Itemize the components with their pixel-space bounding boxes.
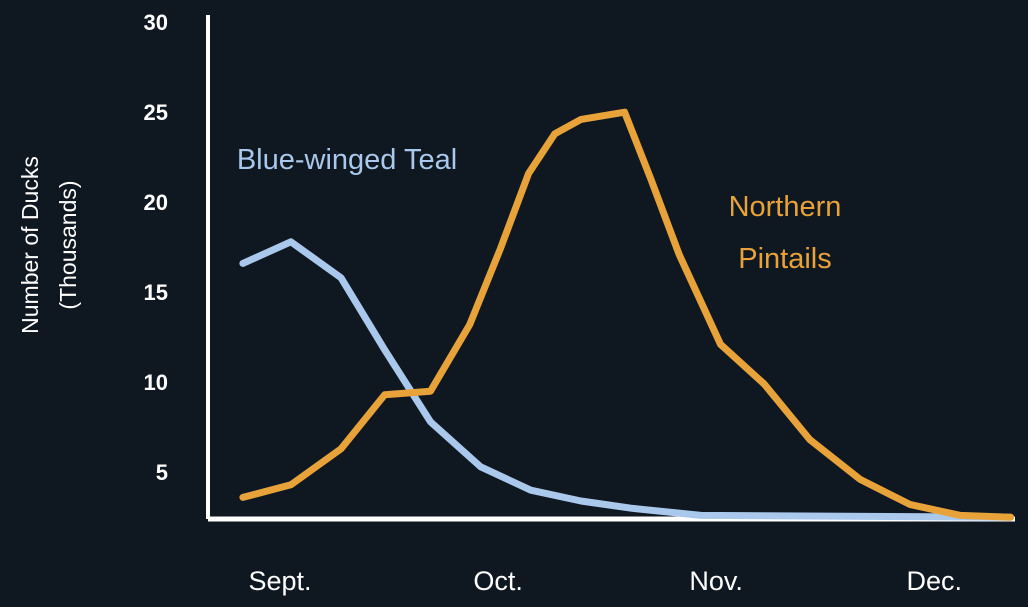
x-tick-label: Dec. bbox=[907, 566, 963, 596]
y-tick-label: 15 bbox=[144, 280, 168, 305]
x-tick-label: Oct. bbox=[473, 566, 523, 596]
series-label: Blue-winged Teal bbox=[236, 144, 458, 176]
y-tick-label: 30 bbox=[144, 10, 168, 35]
y-tick-label: 25 bbox=[144, 100, 168, 125]
line-series bbox=[239, 238, 1015, 521]
y-tick-label: 5 bbox=[156, 460, 168, 485]
line-series bbox=[239, 108, 1015, 521]
x-tick-label: Nov. bbox=[689, 566, 743, 596]
y-tick-label: 20 bbox=[144, 190, 168, 215]
x-tick-label: Sept. bbox=[248, 566, 311, 596]
y-axis-title: Number of Ducks (Thousands) bbox=[17, 156, 81, 334]
series-label: Northern Pintails bbox=[728, 191, 842, 275]
y-tick-label: 10 bbox=[144, 370, 168, 395]
